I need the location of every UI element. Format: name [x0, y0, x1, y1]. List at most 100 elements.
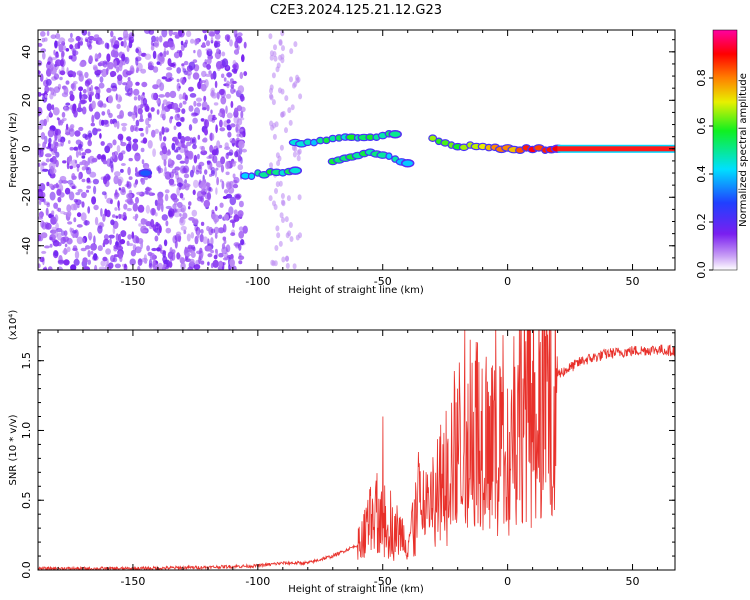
noise-blob [237, 210, 244, 218]
noise-blob [188, 201, 192, 206]
noise-blob [193, 218, 199, 226]
noise-blob [232, 183, 239, 189]
noise-blob [155, 36, 159, 42]
colorbar-ticks: 0.0 0.2 0.4 0.6 0.8 [695, 69, 713, 279]
x-tick-label: -50 [374, 575, 392, 588]
noise-blob [39, 213, 42, 218]
noise-blob [137, 94, 141, 101]
noise-blob [152, 84, 159, 90]
noise-blob [59, 70, 66, 76]
noise-blob [125, 92, 132, 96]
noise-blob [111, 87, 117, 92]
noise-blob [96, 53, 101, 60]
noise-blob [70, 203, 76, 211]
noise-blob [51, 230, 59, 238]
noise-blob [102, 213, 106, 222]
noise-blob [234, 151, 239, 158]
noise-blob [122, 40, 127, 48]
noise-blob [238, 260, 243, 265]
noise-blob [233, 176, 240, 184]
noise-blob [97, 62, 103, 67]
noise-blob [66, 204, 72, 213]
noise-blob [189, 93, 197, 98]
noise-blob [273, 55, 278, 62]
noise-blob [74, 250, 80, 260]
noise-blob [129, 258, 136, 266]
noise-blob [72, 245, 78, 251]
noise-blob [38, 143, 41, 147]
noise-blob [184, 155, 189, 165]
noise-blob [165, 227, 172, 234]
noise-blob [97, 153, 102, 160]
noise-blob [44, 245, 50, 249]
noise-blob [99, 40, 105, 45]
noise-blob [288, 222, 293, 228]
noise-blob [47, 266, 53, 270]
noise-blob [234, 33, 238, 42]
noise-blob [80, 212, 87, 222]
noise-blob [63, 86, 69, 95]
noise-blob [112, 226, 116, 235]
noise-blob [67, 37, 75, 43]
noise-blob [203, 95, 207, 102]
colorbar-tick-label: 0.6 [695, 117, 708, 135]
noise-blob [135, 167, 138, 174]
noise-blob [168, 261, 173, 268]
noise-blob [64, 243, 68, 248]
noise-blob [126, 193, 133, 200]
noise-blob [293, 146, 298, 152]
noise-blob [86, 85, 90, 94]
noise-blob [216, 140, 221, 150]
noise-blob [179, 117, 185, 122]
noise-blob [161, 108, 166, 118]
noise-blob [200, 83, 207, 92]
noise-blob [127, 166, 131, 176]
noise-blob [240, 110, 244, 119]
x-tick-label: -100 [245, 575, 270, 588]
noise-blob [94, 111, 101, 120]
noise-blob [180, 262, 186, 270]
noise-blob [120, 122, 128, 127]
snr-panel: -150 -100 -50 0 50 0.0 0.5 1.0 1.5 Height of st… [8, 310, 676, 595]
noise-blob [137, 50, 142, 57]
noise-blob [292, 263, 297, 270]
noise-blob [117, 176, 124, 184]
noise-blob [87, 250, 91, 258]
snr-multiplier-label: (x10⁴) [8, 310, 19, 341]
noise-blob [106, 258, 109, 267]
noise-blob [51, 210, 55, 216]
noise-blob [238, 243, 242, 251]
noise-blob [151, 247, 157, 252]
noise-blob [142, 137, 148, 144]
noise-blob [156, 99, 160, 104]
noise-blob [131, 111, 136, 116]
noise-blob [119, 255, 123, 263]
noise-blob [42, 141, 46, 150]
noise-blob [192, 189, 196, 196]
noise-blob [221, 51, 226, 57]
noise-blob [160, 249, 167, 255]
noise-blob [222, 195, 228, 200]
noise-blob [94, 216, 99, 226]
noise-blob [293, 81, 298, 88]
noise-blob [112, 139, 117, 146]
noise-blob [293, 41, 298, 48]
noise-blob [210, 109, 213, 115]
noise-blob [229, 258, 235, 267]
noise-blob [154, 39, 160, 48]
noise-blob [170, 116, 174, 120]
noise-blob [235, 123, 239, 128]
noise-blob [127, 77, 131, 81]
noise-blob [152, 66, 159, 73]
noise-blob [276, 160, 281, 167]
noise-blob [169, 90, 177, 99]
noise-blob [134, 152, 141, 162]
noise-blob [93, 204, 99, 211]
noise-blob [268, 33, 273, 40]
noise-blob [145, 221, 152, 227]
noise-blob [49, 165, 55, 175]
noise-blob [81, 106, 87, 115]
noise-blob [157, 197, 164, 206]
noise-blob [132, 203, 138, 212]
noise-blob [149, 191, 152, 197]
